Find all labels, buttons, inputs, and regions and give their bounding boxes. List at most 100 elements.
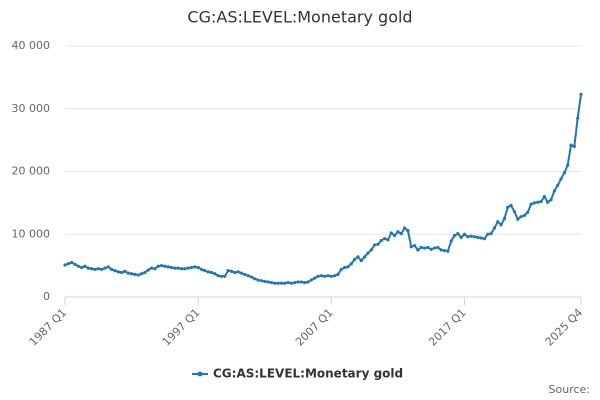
chart-title: CG:AS:LEVEL:Monetary gold (187, 8, 412, 27)
point (193, 265, 197, 269)
point (499, 223, 503, 227)
point (93, 267, 97, 271)
point (233, 270, 237, 275)
point (173, 266, 177, 270)
point (526, 210, 530, 214)
point (203, 269, 207, 273)
point (276, 281, 280, 285)
point (76, 264, 80, 268)
point (206, 270, 210, 274)
x-tick-label: 2025 Q4 (543, 306, 586, 349)
point (226, 269, 230, 273)
point (442, 248, 447, 253)
point (376, 242, 380, 246)
point (492, 226, 497, 230)
point (379, 238, 383, 243)
point (119, 270, 124, 275)
y-tick-label: 40 000 (12, 39, 51, 52)
point (80, 265, 84, 270)
point (159, 264, 164, 268)
point (169, 265, 174, 270)
point (336, 272, 340, 277)
point (353, 257, 357, 261)
point (96, 267, 100, 271)
point (259, 279, 264, 283)
point (562, 171, 566, 175)
point (296, 280, 300, 284)
point (163, 264, 167, 268)
point (83, 264, 87, 268)
point (319, 274, 323, 278)
point (129, 272, 134, 276)
point (213, 272, 217, 276)
point (429, 247, 433, 251)
point (113, 269, 117, 273)
point (219, 274, 224, 278)
point (329, 274, 333, 278)
point (522, 213, 527, 218)
point (66, 262, 70, 266)
point (439, 248, 443, 252)
point (176, 266, 180, 270)
point (373, 243, 377, 247)
series-line (64, 94, 582, 285)
legend-marker (197, 371, 203, 377)
point (489, 232, 493, 236)
point (572, 144, 576, 148)
point (90, 267, 94, 271)
point (436, 245, 440, 250)
point (516, 217, 520, 221)
point (519, 215, 523, 219)
point (196, 265, 200, 270)
point (459, 235, 463, 239)
point (549, 198, 553, 202)
point (283, 281, 287, 285)
point (149, 266, 154, 270)
point (366, 251, 370, 255)
point (133, 272, 137, 277)
point (249, 275, 254, 279)
x-tick-label: 1997 Q1 (160, 306, 203, 349)
point (382, 237, 387, 241)
y-tick-label: 0 (43, 290, 50, 303)
point (506, 205, 510, 209)
point (286, 280, 290, 285)
point (389, 231, 393, 235)
point (409, 245, 413, 249)
point (422, 246, 427, 250)
point (449, 239, 453, 243)
point (143, 270, 147, 275)
point (462, 232, 467, 236)
source: Source: (549, 383, 591, 396)
point (536, 200, 540, 204)
legend-label: CG:AS:LEVEL:Monetary gold (213, 367, 403, 381)
point (482, 237, 487, 241)
point (446, 249, 450, 253)
point (136, 273, 140, 277)
point (279, 281, 283, 285)
point (116, 270, 120, 274)
point (346, 265, 350, 269)
point (189, 265, 194, 270)
point (406, 228, 410, 233)
point (509, 203, 513, 207)
point (479, 236, 483, 240)
point (556, 183, 560, 187)
point (153, 267, 157, 271)
point (559, 177, 563, 181)
point (326, 274, 330, 278)
y-tick-label: 20 000 (12, 165, 51, 178)
point (256, 278, 260, 282)
point (166, 265, 170, 269)
point (309, 278, 313, 282)
point (412, 243, 417, 248)
point (229, 269, 234, 273)
point (156, 264, 160, 268)
point (426, 245, 430, 250)
point (512, 210, 517, 214)
point (456, 232, 460, 236)
point (486, 232, 490, 236)
point (546, 200, 550, 204)
point (399, 232, 403, 236)
point (476, 235, 480, 239)
